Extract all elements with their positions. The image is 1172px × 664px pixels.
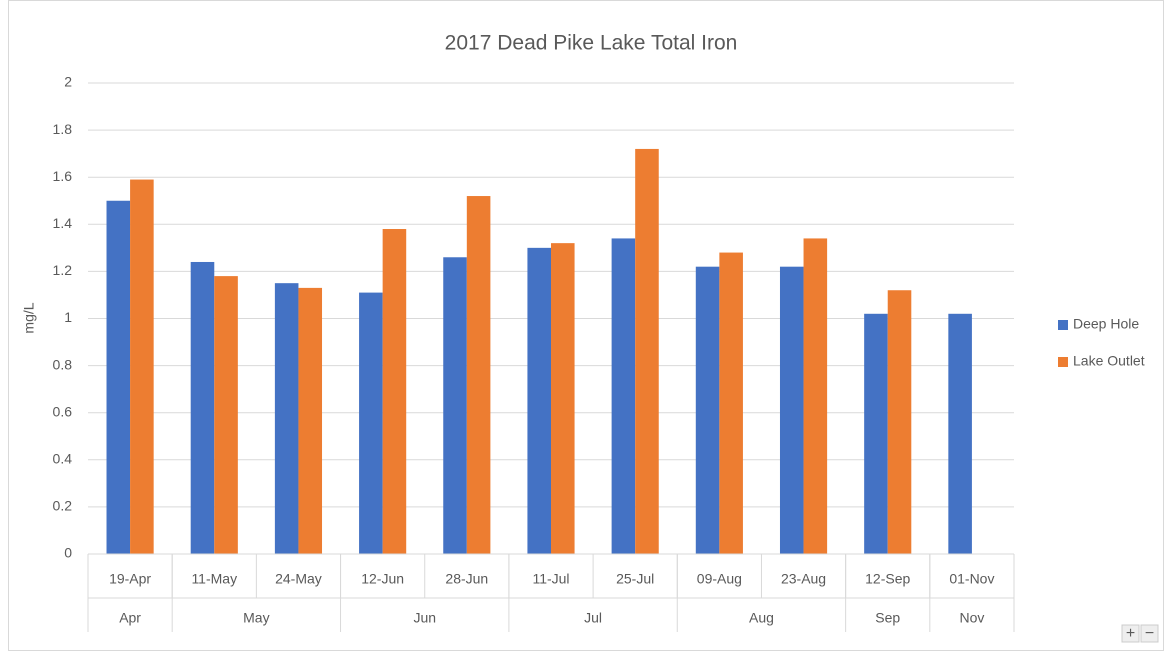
x-tick-label: 19-Apr	[109, 571, 151, 587]
group-label: Nov	[959, 610, 984, 626]
y-tick-label: 2	[64, 74, 72, 90]
y-tick-label: 1	[64, 309, 72, 325]
x-tick-label: 23-Aug	[781, 571, 826, 587]
bar	[779, 266, 804, 554]
group-label: Apr	[119, 610, 141, 626]
y-tick-label: 1.8	[53, 121, 73, 137]
bar	[527, 247, 551, 554]
bar	[382, 229, 407, 554]
zoom-in-label: +	[1126, 625, 1135, 642]
group-label: Sep	[875, 610, 900, 626]
bar	[551, 243, 575, 554]
x-tick-label: 11-Jul	[532, 571, 569, 587]
x-tick-label: 25-Jul	[616, 571, 654, 587]
bar	[887, 290, 912, 554]
y-tick-label: 0.8	[53, 356, 73, 372]
y-axis-label: mg/L	[21, 302, 37, 333]
legend-swatch	[1058, 320, 1068, 330]
x-tick-label: 09-Aug	[697, 571, 742, 587]
x-tick-label: 24-May	[275, 571, 322, 587]
bar	[359, 292, 383, 554]
bar	[106, 200, 131, 554]
bar	[130, 179, 154, 554]
bar	[443, 257, 467, 554]
x-tick-label: 11-May	[191, 571, 237, 587]
bar	[190, 261, 215, 554]
bar	[803, 238, 828, 554]
x-tick-label: 12-Jun	[361, 571, 404, 587]
bar	[864, 313, 888, 554]
group-label: Jun	[413, 610, 436, 626]
legend-label: Lake Outlet	[1073, 353, 1145, 369]
legend-swatch	[1058, 357, 1068, 367]
chart-title: 2017 Dead Pike Lake Total Iron	[445, 32, 738, 55]
y-tick-label: 0.4	[53, 451, 73, 467]
group-label: Jul	[584, 610, 602, 626]
y-tick-label: 1.2	[53, 262, 73, 278]
bar	[948, 313, 972, 554]
y-tick-label: 0.6	[53, 403, 73, 419]
bar	[466, 196, 491, 555]
group-label: Aug	[749, 610, 774, 626]
legend-label: Deep Hole	[1073, 316, 1139, 332]
x-tick-label: 01-Nov	[949, 571, 994, 587]
zoom-out-button[interactable]	[1140, 624, 1159, 643]
group-label: May	[243, 610, 269, 626]
x-tick-label: 28-Jun	[445, 571, 488, 587]
chart-border	[8, 0, 1164, 651]
y-tick-label: 1.6	[53, 168, 73, 184]
bar	[298, 287, 323, 554]
bar	[214, 276, 238, 554]
zoom-in-button[interactable]	[1121, 624, 1140, 643]
y-tick-label: 0	[64, 545, 72, 561]
bar	[695, 266, 720, 554]
bar	[635, 148, 659, 554]
bar	[274, 283, 299, 554]
x-tick-label: 12-Sep	[865, 571, 910, 587]
bar	[719, 252, 743, 554]
y-tick-label: 0.2	[53, 498, 73, 514]
bar	[611, 238, 636, 554]
y-tick-label: 1.4	[53, 215, 73, 231]
zoom-out-label: −	[1145, 625, 1154, 642]
